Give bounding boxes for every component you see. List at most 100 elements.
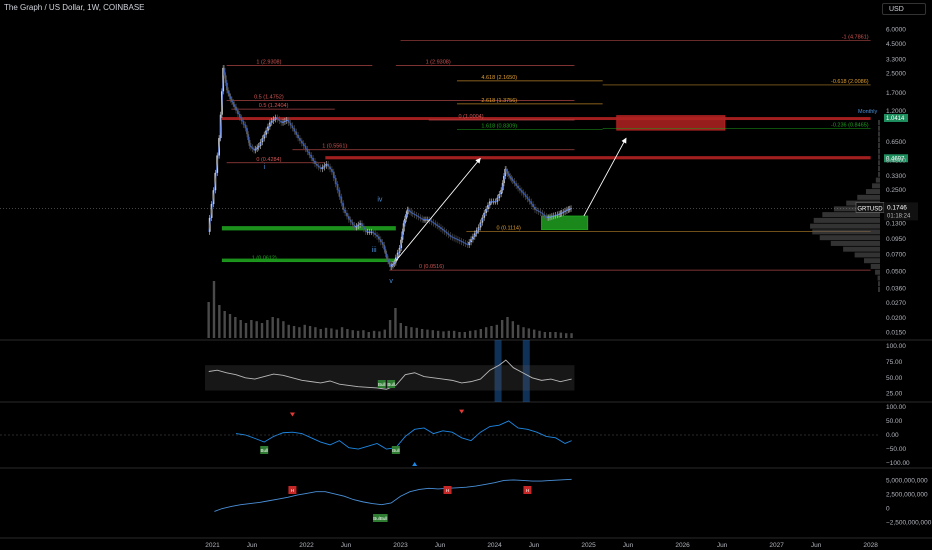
fib-level-label: -0.618 (2.0086) — [831, 79, 869, 85]
osc-signal-triangle — [459, 409, 465, 414]
volume-profile-bar — [878, 137, 880, 143]
volume-profile-bar — [870, 263, 880, 269]
fib-level-label: 1.618 (0.8309) — [481, 123, 517, 129]
volume-bar — [308, 326, 312, 338]
fib-layer: -1 (4.7861) 1 (2.9308) 1 (2.9308) 4.618 (2.… — [221, 35, 871, 271]
volume-bar — [527, 328, 531, 338]
volume-bar — [340, 327, 344, 338]
y-tick-label: 1.2000 — [886, 108, 906, 115]
wave-marker-label: iv — [377, 197, 383, 204]
volume-bar — [490, 326, 493, 338]
monthly-label: Monthly — [858, 109, 878, 115]
volume-profile-bar — [830, 240, 880, 246]
x-tick-label: Jun — [717, 542, 728, 549]
obv-y-tick-label: 5,000,000,000 — [886, 477, 928, 484]
rsi-y-tick-label: 75.00 — [886, 359, 903, 366]
monthly-value: 1.0414 — [886, 116, 905, 122]
fib-level-label: 0.5 (1.4752) — [254, 94, 284, 100]
obv-series-line — [214, 478, 572, 512]
volume-bar — [266, 320, 269, 338]
price-value-label: 0.1746 — [887, 204, 907, 211]
x-tick-label: Jun — [623, 542, 634, 549]
volume-bar — [271, 317, 274, 338]
volume-profile-bar — [812, 229, 880, 235]
volume-bar — [410, 327, 413, 338]
volume-bar — [394, 308, 397, 338]
osc-y-tick-label: −100.00 — [886, 460, 910, 467]
osc-badge-label: Bull — [260, 448, 268, 453]
volume-bar — [218, 305, 221, 338]
volume-profile-bar — [863, 258, 880, 264]
volume-profile-bar — [878, 148, 880, 154]
volume-bar — [559, 332, 563, 338]
volume-bar — [548, 332, 552, 338]
volume-bar — [228, 314, 232, 338]
volume-bar — [420, 329, 424, 338]
volume-bar — [292, 326, 296, 338]
volume-bar — [538, 330, 541, 338]
obv-badge-label: Bull — [380, 516, 388, 521]
fib-level-label: -1 (4.7861) — [842, 35, 869, 41]
fib-level-label: 1 (0.5561) — [322, 144, 347, 150]
volume-profile-bar — [878, 166, 880, 172]
volume-bar — [378, 331, 381, 338]
y-tick-label: 0.0270 — [886, 300, 906, 307]
volume-bar — [282, 321, 285, 338]
volume-bar — [367, 332, 370, 338]
volume-bar — [415, 327, 418, 338]
volume-bar — [303, 324, 306, 338]
fib-level-label: 1 (2.9308) — [426, 60, 451, 66]
volume-profile-bar — [810, 223, 880, 229]
volume-bar — [314, 327, 317, 338]
volume-profile-bar — [875, 269, 880, 275]
osc-y-tick-label: −50.00 — [886, 446, 906, 453]
currency-button[interactable]: USD — [882, 3, 926, 15]
fib-level-label: 0 (0.4284) — [256, 157, 281, 163]
volume-profile-bar — [878, 119, 880, 125]
volume-bar — [426, 329, 429, 338]
volume-bar — [495, 324, 499, 338]
osc-badge — [260, 446, 269, 454]
x-tick-label: 2028 — [863, 542, 878, 549]
volume-bar — [458, 332, 461, 338]
volume-profile-bar — [878, 171, 880, 177]
obv-badge-label: Bull — [373, 516, 381, 521]
osc-y-tick-label: 100.00 — [886, 404, 906, 411]
obv-badge — [373, 514, 382, 522]
x-tick-label: 2026 — [675, 542, 690, 549]
rsi-y-tick-label: 25.00 — [886, 391, 903, 398]
fib-level-label: 0 (1.0004) — [459, 114, 484, 120]
volume-bar — [436, 330, 440, 338]
zones-layer — [221, 115, 871, 263]
volume-bar — [239, 320, 242, 338]
osc-series-line — [235, 420, 572, 450]
resistance-zone — [616, 115, 726, 131]
x-tick-label: 2022 — [299, 542, 314, 549]
x-tick-label: Jun — [811, 542, 822, 549]
fib-level-label: 1 (2.9308) — [256, 60, 281, 66]
obv-badge-label: H — [526, 488, 529, 493]
fib-level-label: -0.236 (0.8465) — [831, 123, 869, 129]
volume-bar — [372, 330, 376, 338]
y-tick-label: 3.3000 — [886, 57, 906, 64]
volume-bar — [463, 332, 467, 338]
volume-bar — [565, 333, 568, 338]
x-tick-label: 2024 — [487, 542, 502, 549]
volume-profile-bar — [878, 160, 880, 166]
volume-bar — [500, 320, 504, 338]
x-tick-label: Jun — [341, 542, 352, 549]
volume-bar — [276, 318, 280, 338]
y-tick-label: 4.5000 — [886, 41, 906, 48]
obv-badge — [523, 486, 532, 494]
volume-bar — [554, 332, 557, 338]
volume-bar — [207, 302, 210, 338]
volume-bar — [522, 327, 525, 338]
rsi-badge — [377, 380, 386, 388]
volume-bar — [260, 323, 264, 338]
fib-level-label: 4.618 (2.1650) — [481, 75, 517, 81]
resistance-zone — [325, 156, 871, 160]
osc-badge — [391, 446, 400, 454]
